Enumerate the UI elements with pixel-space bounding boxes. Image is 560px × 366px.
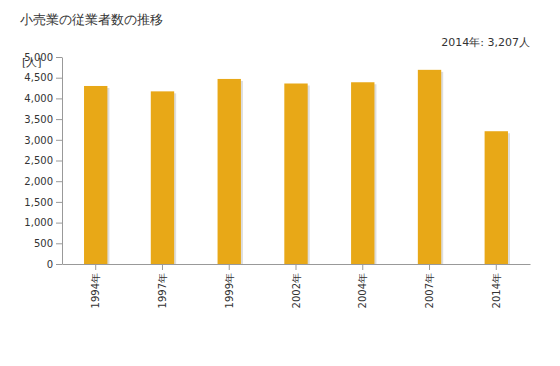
y-tick: 5,000 — [24, 52, 62, 63]
chart: 小売業の従業者数の推移[人]2014年: 3,207人05001,0001,50… — [0, 0, 560, 366]
bar — [218, 79, 241, 264]
y-tick-label: 2,000 — [24, 176, 53, 187]
y-tick: 2,000 — [24, 176, 62, 187]
y-tick-label: 0 — [47, 259, 53, 270]
y-tick: 500 — [34, 238, 62, 249]
x-tick: 2007年 — [424, 264, 435, 308]
annotation: 2014年: 3,207人 — [441, 36, 530, 49]
x-tick-label: 1997年 — [157, 273, 168, 308]
bar — [151, 91, 174, 264]
y-tick-mark — [56, 181, 62, 182]
y-tick-label: 1,500 — [24, 197, 53, 208]
x-tick-label: 2002年 — [291, 273, 302, 308]
y-tick-mark — [56, 161, 62, 162]
y-tick-label: 5,000 — [24, 52, 53, 63]
y-tick: 3,000 — [24, 135, 62, 146]
title: 小売業の従業者数の推移 — [20, 12, 163, 27]
x-tick-mark — [95, 264, 96, 270]
x-tick: 2002年 — [291, 264, 302, 308]
x-tick-label: 2007年 — [424, 273, 435, 308]
y-tick-mark — [56, 78, 62, 79]
y-tick: 4,000 — [24, 93, 62, 104]
plot: 0 500 1,000 1,500 2,000 2,500 3,000 3,500 4,000 4… — [24, 52, 530, 309]
x-tick-mark — [229, 264, 230, 270]
x-tick: 2014年 — [491, 264, 502, 308]
y-tick-label: 4,000 — [24, 93, 53, 104]
x-tick-label: 2014年 — [491, 273, 502, 308]
y-tick-mark — [56, 202, 62, 203]
y-axis: 0 500 1,000 1,500 2,000 2,500 3,000 3,500 4,000 4… — [24, 52, 62, 270]
x-tick-mark — [362, 264, 363, 270]
x-tick-mark — [162, 264, 163, 270]
bar — [84, 86, 107, 264]
y-tick-mark — [56, 98, 62, 99]
y-tick: 0 — [47, 259, 62, 270]
bar — [485, 131, 508, 264]
bar — [351, 82, 374, 264]
y-tick-label: 3,500 — [24, 114, 53, 125]
x-tick: 1994年 — [90, 264, 101, 308]
y-tick-mark — [56, 264, 62, 265]
y-tick-label: 500 — [34, 238, 53, 249]
y-tick-mark — [56, 57, 62, 58]
y-tick-label: 1,000 — [24, 217, 53, 228]
x-tick: 1997年 — [157, 264, 168, 308]
y-tick: 2,500 — [24, 155, 62, 166]
x-tick: 2004年 — [357, 264, 368, 308]
y-tick-label: 4,500 — [24, 72, 53, 83]
y-tick-mark — [56, 243, 62, 244]
x-tick-mark — [296, 264, 297, 270]
x-tick-mark — [429, 264, 430, 270]
x-tick: 1999年 — [224, 264, 235, 308]
y-tick-label: 2,500 — [24, 155, 53, 166]
bar — [418, 70, 441, 264]
x-tick-label: 1999年 — [224, 273, 235, 308]
y-tick-mark — [56, 140, 62, 141]
y-tick: 3,500 — [24, 114, 62, 125]
y-axis-line — [62, 58, 63, 265]
x-tick-label: 2004年 — [357, 273, 368, 308]
x-tick-mark — [496, 264, 497, 270]
x-tick-label: 1994年 — [90, 273, 101, 308]
y-tick-mark — [56, 119, 62, 120]
y-tick: 1,500 — [24, 197, 62, 208]
bar — [284, 83, 307, 264]
y-tick: 4,500 — [24, 72, 62, 83]
y-tick-label: 3,000 — [24, 135, 53, 146]
bars — [84, 70, 510, 264]
y-tick-mark — [56, 223, 62, 224]
x-axis: 1994年 1997年 1999年 2002年 2004年 2007年 2014年 — [63, 264, 531, 308]
y-tick: 1,000 — [24, 217, 62, 228]
